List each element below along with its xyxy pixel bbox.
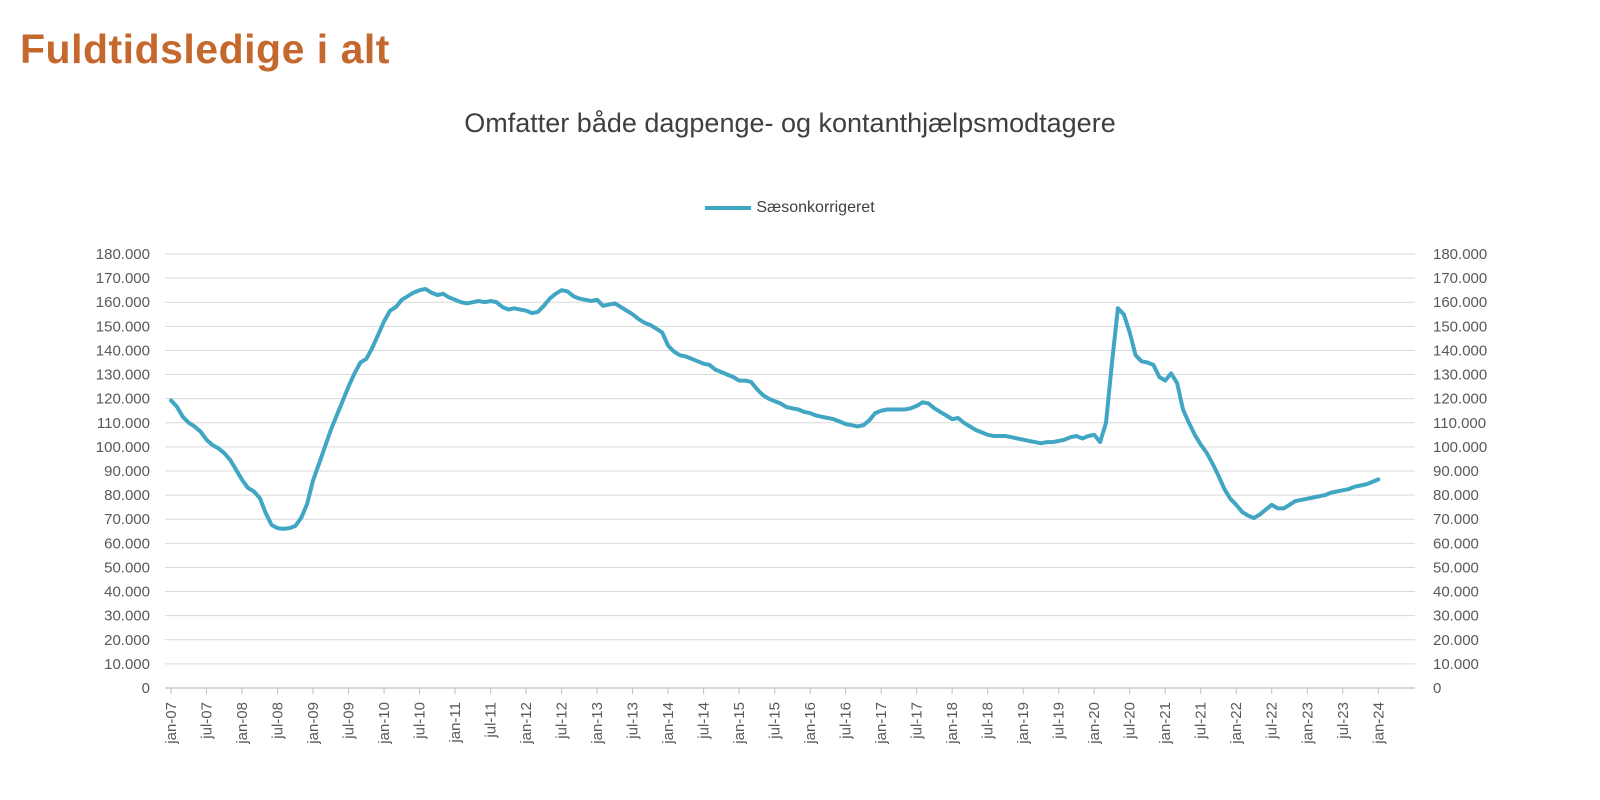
- x-axis-label: jan-18: [944, 702, 961, 745]
- y-axis-label-right: 70.000: [1433, 511, 1479, 528]
- x-axis-label: jan-17: [873, 702, 890, 745]
- y-axis-label-left: 120.000: [96, 391, 150, 408]
- y-axis-label-right: 50.000: [1433, 559, 1479, 576]
- x-axis-label: jul-18: [980, 702, 997, 740]
- page-title: Fuldtidsledige i alt: [20, 26, 390, 72]
- x-axis-label: jan-15: [731, 702, 748, 745]
- y-axis-label-left: 140.000: [96, 342, 150, 359]
- y-axis-label-left: 0: [142, 680, 150, 697]
- x-axis-label: jan-08: [234, 702, 251, 745]
- y-axis-label-right: 0: [1433, 680, 1441, 697]
- y-axis-label-left: 100.000: [96, 439, 150, 456]
- y-axis-label-right: 140.000: [1433, 342, 1487, 359]
- y-axis-label-left: 180.000: [96, 246, 150, 263]
- y-axis-label-right: 90.000: [1433, 463, 1479, 480]
- x-axis-label: jul-09: [341, 702, 358, 740]
- x-axis-label: jul-15: [767, 702, 784, 740]
- y-axis-label-left: 20.000: [104, 632, 150, 649]
- y-axis-label-right: 80.000: [1433, 487, 1479, 504]
- x-axis-label: jul-12: [554, 702, 571, 740]
- y-axis-label-right: 130.000: [1433, 367, 1487, 384]
- y-axis-label-left: 80.000: [104, 487, 150, 504]
- x-axis-label: jan-24: [1370, 702, 1387, 745]
- x-axis-label: jan-09: [305, 702, 322, 745]
- y-axis-label-left: 160.000: [96, 294, 150, 311]
- x-axis-label: jan-20: [1086, 702, 1103, 745]
- x-axis-label: jan-12: [518, 702, 535, 745]
- y-axis-label-right: 30.000: [1433, 608, 1479, 625]
- y-axis-label-right: 10.000: [1433, 656, 1479, 673]
- y-axis-label-left: 60.000: [104, 535, 150, 552]
- x-axis-label: jul-21: [1193, 702, 1210, 740]
- y-axis-label-left: 150.000: [96, 318, 150, 335]
- x-axis-label: jan-10: [376, 702, 393, 745]
- x-axis-label: jan-21: [1157, 702, 1174, 745]
- x-axis-label: jul-11: [483, 702, 500, 739]
- y-axis-label-left: 170.000: [96, 270, 150, 287]
- y-axis-label-left: 130.000: [96, 367, 150, 384]
- x-axis-label: jul-14: [696, 702, 713, 740]
- x-axis-label: jan-13: [589, 702, 606, 745]
- y-axis-label-left: 50.000: [104, 559, 150, 576]
- y-axis-label-right: 160.000: [1433, 294, 1487, 311]
- x-axis-label: jul-07: [199, 702, 216, 740]
- y-axis-label-right: 20.000: [1433, 632, 1479, 649]
- y-axis-label-right: 180.000: [1433, 246, 1487, 263]
- y-axis-label-right: 120.000: [1433, 391, 1487, 408]
- y-axis-label-right: 150.000: [1433, 318, 1487, 335]
- y-axis-label-left: 70.000: [104, 511, 150, 528]
- y-axis-label-right: 40.000: [1433, 584, 1479, 601]
- x-axis-label: jul-20: [1122, 702, 1139, 740]
- x-axis-label: jan-23: [1299, 702, 1316, 745]
- x-axis-label: jan-07: [163, 702, 180, 745]
- chart-title: Omfatter både dagpenge- og kontanthjælps…: [464, 108, 1116, 138]
- x-axis-label: jul-08: [270, 702, 287, 740]
- y-axis-label-left: 10.000: [104, 656, 150, 673]
- x-axis-label: jan-11: [447, 702, 464, 744]
- x-axis-label: jan-19: [1015, 702, 1032, 745]
- x-axis-label: jul-17: [909, 702, 926, 740]
- y-axis-label-right: 100.000: [1433, 439, 1487, 456]
- y-axis-label-left: 90.000: [104, 463, 150, 480]
- legend-line-marker-icon: [705, 206, 752, 210]
- x-axis-label: jan-16: [802, 702, 819, 745]
- x-axis-label: jul-19: [1051, 702, 1068, 740]
- y-axis-label-left: 30.000: [104, 608, 150, 625]
- x-axis-label: jul-23: [1335, 702, 1352, 740]
- x-axis-label: jul-22: [1264, 702, 1281, 740]
- y-axis-label-right: 170.000: [1433, 270, 1487, 287]
- y-axis-label-left: 40.000: [104, 584, 150, 601]
- y-axis-label-left: 110.000: [97, 415, 150, 432]
- y-axis-label-right: 110.000: [1433, 415, 1486, 432]
- legend-series-label: Sæsonkorrigeret: [756, 199, 875, 216]
- chart-legend: Sæsonkorrigeret: [165, 199, 1415, 217]
- x-axis-label: jul-13: [625, 702, 642, 740]
- x-axis-label: jan-14: [660, 702, 677, 745]
- x-axis-label: jul-16: [838, 702, 855, 740]
- y-axis-label-right: 60.000: [1433, 535, 1479, 552]
- series-line-saesonkorrigeret: [169, 287, 1381, 531]
- x-axis-label: jul-10: [412, 702, 429, 740]
- x-axis-label: jan-22: [1228, 702, 1245, 745]
